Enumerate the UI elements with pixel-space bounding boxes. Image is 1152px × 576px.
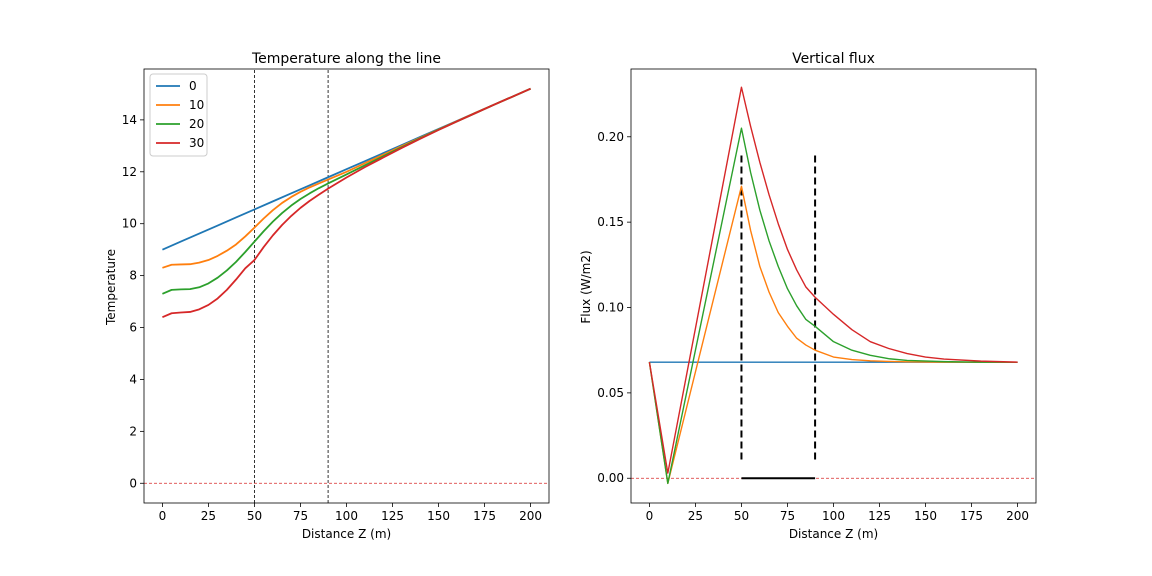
temperature-x-axis-label: Distance Z (m) <box>302 527 391 541</box>
flux-series <box>648 86 1018 485</box>
temperature-x-ticks: 0 25 50 75 100 125 150 175 200 <box>159 503 542 523</box>
temperature-chart-title: Temperature along the line <box>251 51 441 67</box>
temperature-legend-box <box>149 73 208 157</box>
flux-x-tick-label-5: 125 <box>868 509 891 523</box>
temperature-y-tick-label-6: 12 <box>122 165 137 179</box>
flux-x-tick-label-8: 200 <box>1006 509 1029 523</box>
temperature-x-tick-label-6: 150 <box>427 509 450 523</box>
temperature-y-tick-label-4: 8 <box>129 269 137 283</box>
temperature-legend-label-0: 0 <box>189 79 197 93</box>
temperature-y-ticks: 0 2 4 6 8 10 12 14 <box>122 113 144 490</box>
flux-x-tick-label-2: 50 <box>734 509 749 523</box>
temperature-legend: 0 10 20 30 <box>149 73 208 157</box>
temperature-y-tick-label-5: 10 <box>122 217 137 231</box>
flux-y-axis-label: Flux (W/m2) <box>579 250 593 323</box>
flux-x-tick-label-3: 75 <box>780 509 795 523</box>
flux-reference-lines <box>631 155 1036 480</box>
flux-chart-title: Vertical flux <box>792 51 875 67</box>
flux-plot-frame <box>630 68 1037 504</box>
flux-chart: Vertical flux Distance Z (m) Flux (W/m2)… <box>579 51 1037 541</box>
temperature-reference-lines <box>144 69 549 503</box>
temperature-y-tick-label-1: 2 <box>129 424 137 438</box>
flux-series-line-3 <box>648 86 1018 474</box>
temperature-x-tick-label-2: 50 <box>247 509 262 523</box>
temperature-x-tick-label-8: 200 <box>519 509 542 523</box>
flux-x-ticks: 0 25 50 75 100 125 150 175 200 <box>646 503 1029 523</box>
flux-x-tick-label-4: 100 <box>822 509 845 523</box>
flux-y-tick-label-2: 0.10 <box>597 301 624 315</box>
temperature-y-axis-label: Temperature <box>104 249 118 326</box>
flux-y-tick-label-3: 0.15 <box>597 215 624 229</box>
temperature-legend-label-10: 10 <box>189 98 204 112</box>
temperature-chart: Temperature along the line Distance Z (m… <box>104 51 550 541</box>
temperature-x-tick-label-3: 75 <box>293 509 308 523</box>
flux-y-tick-label-4: 0.20 <box>597 130 624 144</box>
flux-x-tick-label-6: 150 <box>914 509 937 523</box>
temperature-y-tick-label-7: 14 <box>122 113 137 127</box>
flux-x-tick-label-1: 25 <box>688 509 703 523</box>
flux-y-tick-label-0: 0.00 <box>597 471 624 485</box>
flux-x-tick-label-0: 0 <box>646 509 654 523</box>
flux-series-line-1 <box>648 185 1018 485</box>
flux-x-axis-label: Distance Z (m) <box>789 527 878 541</box>
temperature-legend-label-20: 20 <box>189 117 204 131</box>
flux-y-tick-label-1: 0.05 <box>597 386 624 400</box>
flux-series-line-2 <box>648 127 1018 485</box>
temperature-y-tick-label-3: 6 <box>129 321 137 335</box>
temperature-x-tick-label-0: 0 <box>159 509 167 523</box>
temperature-plot-frame <box>143 68 550 504</box>
temperature-x-tick-label-7: 175 <box>473 509 496 523</box>
temperature-series <box>162 87 531 318</box>
temperature-x-tick-label-1: 25 <box>201 509 216 523</box>
temperature-y-tick-label-0: 0 <box>129 476 137 490</box>
temperature-y-tick-label-2: 4 <box>129 372 137 386</box>
temperature-x-tick-label-4: 100 <box>335 509 358 523</box>
temperature-legend-label-30: 30 <box>189 136 204 150</box>
flux-y-ticks: 0.00 0.05 0.10 0.15 0.20 <box>597 130 631 485</box>
flux-x-tick-label-7: 175 <box>960 509 983 523</box>
temperature-x-tick-label-5: 125 <box>381 509 404 523</box>
temperature-series-line-30 <box>162 87 531 318</box>
